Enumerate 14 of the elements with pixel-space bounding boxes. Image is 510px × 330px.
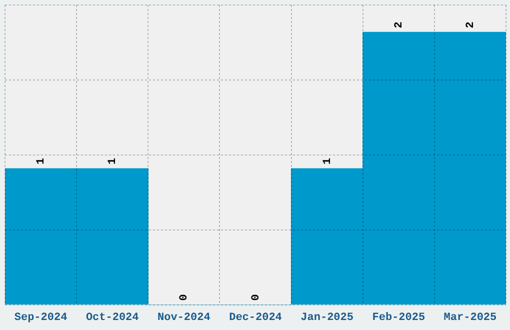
x-tick-label: Sep-2024: [14, 312, 68, 324]
data-label: 0: [178, 294, 191, 301]
data-label: 1: [107, 158, 120, 165]
data-label: 1: [322, 158, 334, 165]
x-tick-label: Nov-2024: [158, 312, 211, 324]
data-label: 2: [393, 22, 406, 28]
data-label: 0: [250, 294, 262, 301]
data-label: 1: [36, 158, 48, 165]
x-tick-label: Mar-2025: [444, 312, 498, 324]
x-tick-label: Dec-2024: [229, 312, 282, 324]
data-label: 2: [464, 22, 477, 28]
x-tick-label: Jan-2025: [300, 312, 354, 324]
x-tick-label: Oct-2024: [86, 312, 140, 324]
x-tick-label: Feb-2025: [372, 312, 426, 324]
